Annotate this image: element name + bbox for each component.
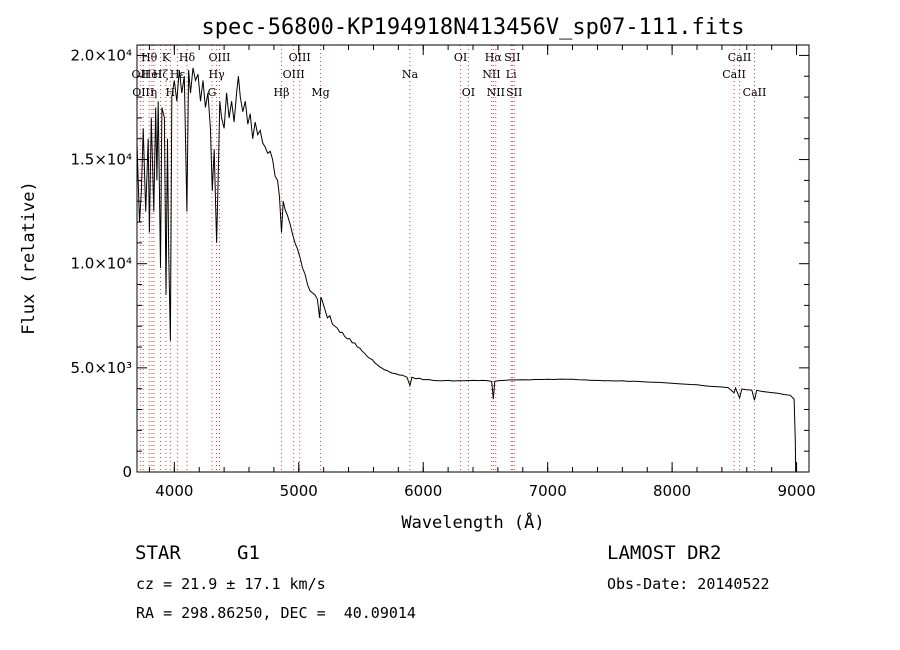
- spectral-line-label: OI: [454, 51, 467, 64]
- object-class: STAR: [135, 542, 181, 564]
- spectral-line-label: CaII: [722, 68, 746, 81]
- spectral-line-label: Hζ: [153, 68, 169, 81]
- spectral-line-label: Hε: [170, 68, 186, 81]
- spectral-line-label: Hδ: [179, 51, 196, 64]
- spectral-line-label: CaII: [728, 51, 752, 64]
- x-tick-label: 8000: [653, 482, 691, 500]
- spectral-line-label: η: [151, 86, 158, 99]
- spectral-line-label: Na: [402, 68, 419, 81]
- y-tick-label: 1.5×10⁴: [70, 151, 132, 169]
- y-tick-label: 0: [122, 463, 132, 481]
- x-tick-label: 6000: [404, 482, 442, 500]
- spectral-line-label: SII: [504, 51, 520, 64]
- spectral-line-label: Hθ: [141, 51, 158, 64]
- spectral-line-label: Hγ: [209, 68, 226, 81]
- plot-frame: [136, 44, 810, 473]
- spectral-line-label: HeI: [142, 68, 162, 81]
- spectral-line-label: SII: [506, 86, 522, 99]
- x-tick-label: 4000: [155, 482, 193, 500]
- y-tick-label: 1.0×10⁴: [70, 255, 132, 273]
- chart-title: spec-56800-KP194918N413456V_sp07-111.fit…: [201, 15, 744, 40]
- spectral-line-label: OIII: [289, 51, 311, 64]
- spectral-line-label: OIII: [283, 68, 305, 81]
- spectral-line-label: K: [162, 51, 171, 64]
- spectral-line-label: Hβ: [274, 86, 290, 99]
- coordinates-text: RA = 298.86250, DEC = 40.09014: [136, 604, 416, 622]
- spectral-line-label: OII: [132, 68, 150, 81]
- x-tick-label: 5000: [280, 482, 318, 500]
- object-subclass: G1: [237, 542, 260, 564]
- redshift-text: cz = 21.9 ± 17.1 km/s: [136, 575, 326, 593]
- spectrum-series: [136, 67, 797, 473]
- obs-date-text: Obs-Date: 20140522: [607, 575, 770, 593]
- spectral-line-label: OI: [462, 86, 475, 99]
- spectral-line-label: H: [166, 86, 176, 99]
- spectral-line-label: NII: [482, 68, 500, 81]
- spectral-line-label: Li: [506, 68, 517, 81]
- spectral-line-label: G: [208, 86, 217, 99]
- y-tick-label: 2.0×10⁴: [70, 46, 132, 64]
- x-tick-label: 9000: [777, 482, 815, 500]
- spectral-line-label: CaII: [743, 86, 767, 99]
- spectral-line-label: OIII: [208, 51, 230, 64]
- y-tick-label: 5.0×10³: [70, 359, 132, 377]
- survey-name: LAMOST DR2: [607, 542, 722, 564]
- spectral-line-label: Mg: [311, 86, 329, 99]
- x-axis-label: Wavelength (Å): [401, 511, 544, 533]
- x-tick-label: 7000: [529, 482, 567, 500]
- y-axis-label: Flux (relative): [19, 181, 39, 335]
- spectral-line-label: NII: [487, 86, 505, 99]
- spectral-line-label: Hα: [485, 51, 503, 64]
